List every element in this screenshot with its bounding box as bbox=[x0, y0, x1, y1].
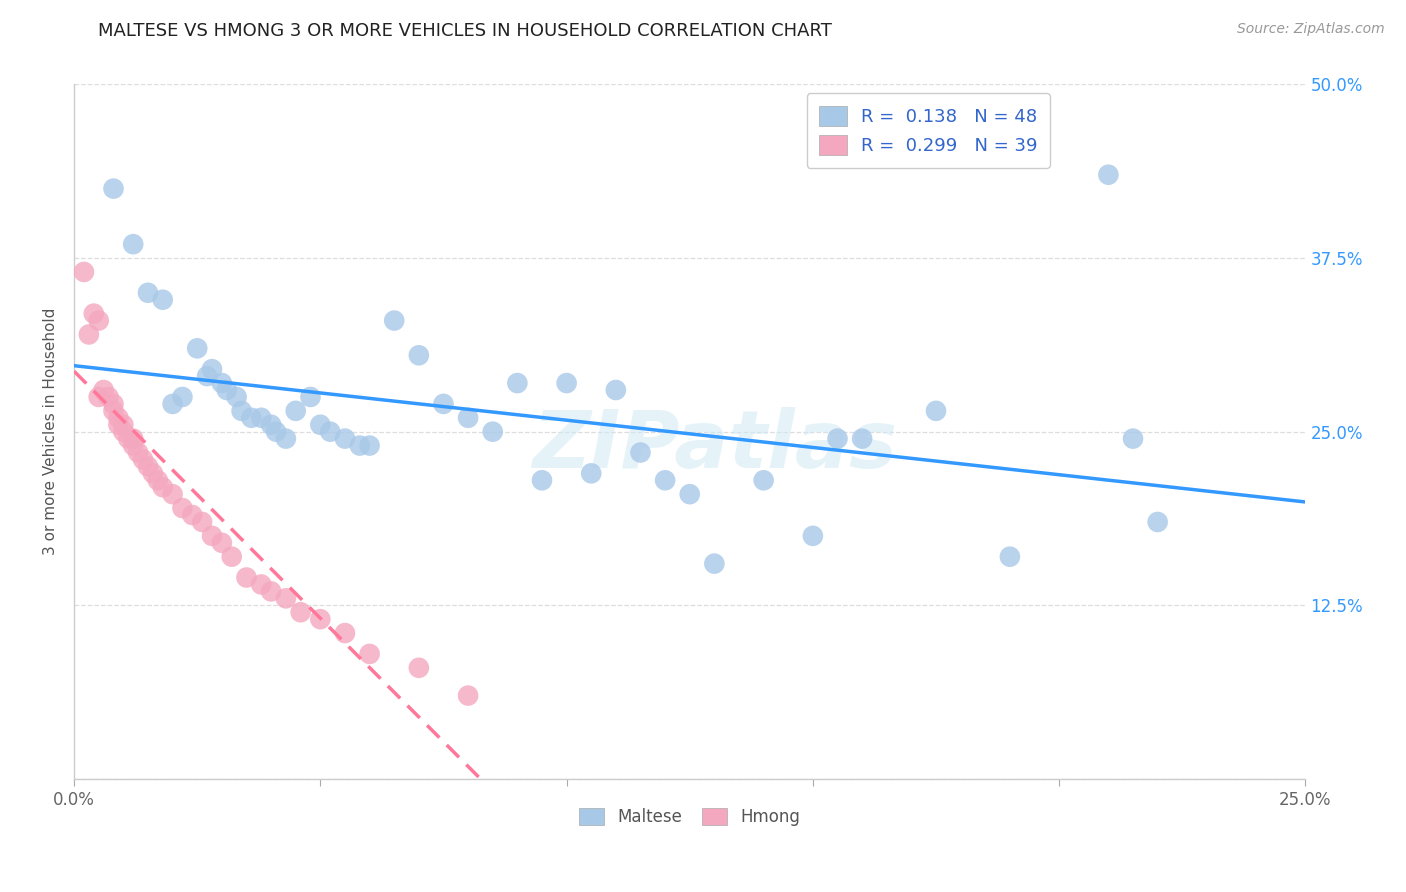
Point bbox=[703, 557, 725, 571]
Point bbox=[117, 432, 139, 446]
Point bbox=[215, 383, 238, 397]
Point bbox=[1097, 168, 1119, 182]
Point bbox=[162, 397, 184, 411]
Point bbox=[136, 459, 159, 474]
Point bbox=[998, 549, 1021, 564]
Point bbox=[260, 584, 283, 599]
Point bbox=[333, 626, 356, 640]
Point bbox=[201, 529, 224, 543]
Point bbox=[225, 390, 247, 404]
Point bbox=[191, 515, 214, 529]
Text: ZIPatlas: ZIPatlas bbox=[531, 407, 897, 484]
Point bbox=[309, 612, 332, 626]
Point bbox=[172, 390, 194, 404]
Point bbox=[359, 647, 381, 661]
Point bbox=[274, 591, 297, 606]
Point bbox=[319, 425, 342, 439]
Point bbox=[211, 536, 233, 550]
Point bbox=[112, 425, 135, 439]
Text: Source: ZipAtlas.com: Source: ZipAtlas.com bbox=[1237, 22, 1385, 37]
Point bbox=[250, 577, 273, 591]
Point bbox=[333, 432, 356, 446]
Point bbox=[506, 376, 529, 390]
Point bbox=[250, 410, 273, 425]
Point bbox=[181, 508, 204, 522]
Point bbox=[112, 417, 135, 432]
Point bbox=[752, 473, 775, 487]
Point bbox=[925, 404, 948, 418]
Point bbox=[408, 661, 430, 675]
Point bbox=[122, 237, 145, 252]
Point bbox=[146, 473, 169, 487]
Point bbox=[152, 480, 174, 494]
Point bbox=[240, 410, 263, 425]
Point bbox=[103, 404, 125, 418]
Point bbox=[87, 390, 110, 404]
Point bbox=[87, 313, 110, 327]
Point bbox=[107, 410, 129, 425]
Y-axis label: 3 or more Vehicles in Household: 3 or more Vehicles in Household bbox=[44, 308, 58, 556]
Point bbox=[274, 432, 297, 446]
Point bbox=[132, 452, 155, 467]
Point bbox=[260, 417, 283, 432]
Point bbox=[284, 404, 307, 418]
Legend: Maltese, Hmong: Maltese, Hmong bbox=[572, 802, 807, 833]
Point bbox=[679, 487, 702, 501]
Point bbox=[851, 432, 873, 446]
Point bbox=[97, 390, 120, 404]
Point bbox=[77, 327, 100, 342]
Point bbox=[290, 605, 312, 619]
Point bbox=[1122, 432, 1144, 446]
Point bbox=[201, 362, 224, 376]
Point bbox=[1146, 515, 1168, 529]
Point bbox=[457, 689, 479, 703]
Point bbox=[457, 410, 479, 425]
Point bbox=[630, 445, 652, 459]
Point bbox=[186, 342, 208, 356]
Point bbox=[654, 473, 676, 487]
Point bbox=[93, 383, 115, 397]
Point bbox=[127, 445, 149, 459]
Point bbox=[359, 439, 381, 453]
Point bbox=[142, 467, 165, 481]
Point bbox=[299, 390, 322, 404]
Point bbox=[103, 181, 125, 195]
Point bbox=[122, 439, 145, 453]
Point bbox=[162, 487, 184, 501]
Point bbox=[103, 397, 125, 411]
Point bbox=[264, 425, 287, 439]
Point bbox=[211, 376, 233, 390]
Point bbox=[73, 265, 96, 279]
Point bbox=[382, 313, 405, 327]
Point bbox=[801, 529, 824, 543]
Point bbox=[432, 397, 454, 411]
Point bbox=[195, 369, 218, 384]
Point bbox=[530, 473, 553, 487]
Point bbox=[221, 549, 243, 564]
Point bbox=[408, 348, 430, 362]
Point bbox=[349, 439, 371, 453]
Point bbox=[827, 432, 849, 446]
Point bbox=[555, 376, 578, 390]
Point bbox=[172, 501, 194, 516]
Point bbox=[309, 417, 332, 432]
Point bbox=[581, 467, 603, 481]
Point bbox=[107, 417, 129, 432]
Point bbox=[83, 307, 105, 321]
Point bbox=[481, 425, 503, 439]
Point bbox=[122, 432, 145, 446]
Point bbox=[152, 293, 174, 307]
Point bbox=[136, 285, 159, 300]
Point bbox=[231, 404, 253, 418]
Point bbox=[605, 383, 627, 397]
Point bbox=[235, 570, 257, 584]
Text: MALTESE VS HMONG 3 OR MORE VEHICLES IN HOUSEHOLD CORRELATION CHART: MALTESE VS HMONG 3 OR MORE VEHICLES IN H… bbox=[98, 22, 832, 40]
